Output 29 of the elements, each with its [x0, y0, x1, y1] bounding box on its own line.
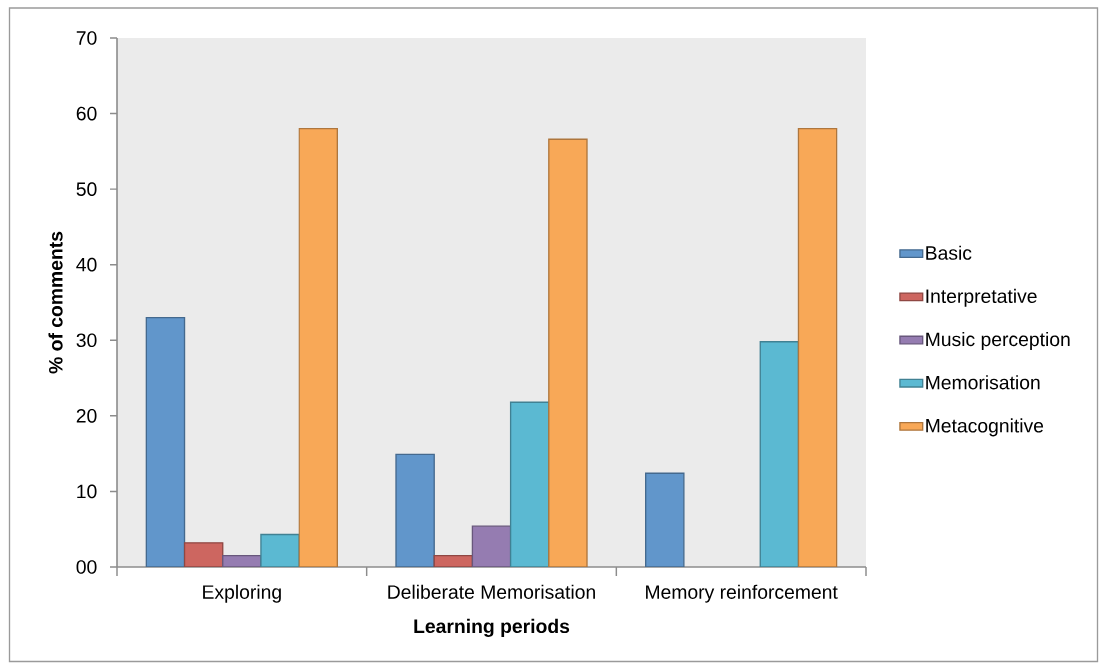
- legend-label: Music perception: [926, 332, 1070, 351]
- bar: [183, 542, 224, 567]
- y-axis-title: % of comments: [48, 231, 63, 374]
- y-tick-label: 00: [76, 560, 97, 574]
- bar: [298, 128, 339, 567]
- bar: [797, 128, 838, 567]
- bar: [645, 472, 685, 567]
- bar: [548, 138, 588, 567]
- y-tick-label: 40: [76, 257, 97, 272]
- y-tick-label: 30: [76, 333, 97, 348]
- legend-label: Memorisation: [926, 375, 1040, 390]
- x-axis-title: Learning periods: [414, 618, 570, 637]
- bar: [145, 316, 186, 567]
- y-tick-label: 20: [76, 408, 97, 423]
- legend-label: Metacognitive: [926, 418, 1044, 437]
- y-tick-label: 50: [76, 182, 97, 196]
- x-tick-label: Memory reinforcement: [646, 584, 838, 603]
- legend-label: Interpretative: [926, 288, 1037, 307]
- x-tick-label: Deliberate Memorisation: [388, 584, 595, 599]
- y-tick-label: 70: [76, 31, 97, 45]
- bar: [260, 533, 300, 567]
- bar: [395, 453, 435, 567]
- y-tick-label: 60: [76, 106, 97, 121]
- x-tick-label: Exploring: [203, 584, 281, 603]
- bar: [759, 341, 800, 567]
- bar: [471, 525, 512, 567]
- y-tick-label: 10: [77, 484, 97, 499]
- bar: [509, 401, 550, 567]
- legend-label: Basic: [926, 245, 972, 260]
